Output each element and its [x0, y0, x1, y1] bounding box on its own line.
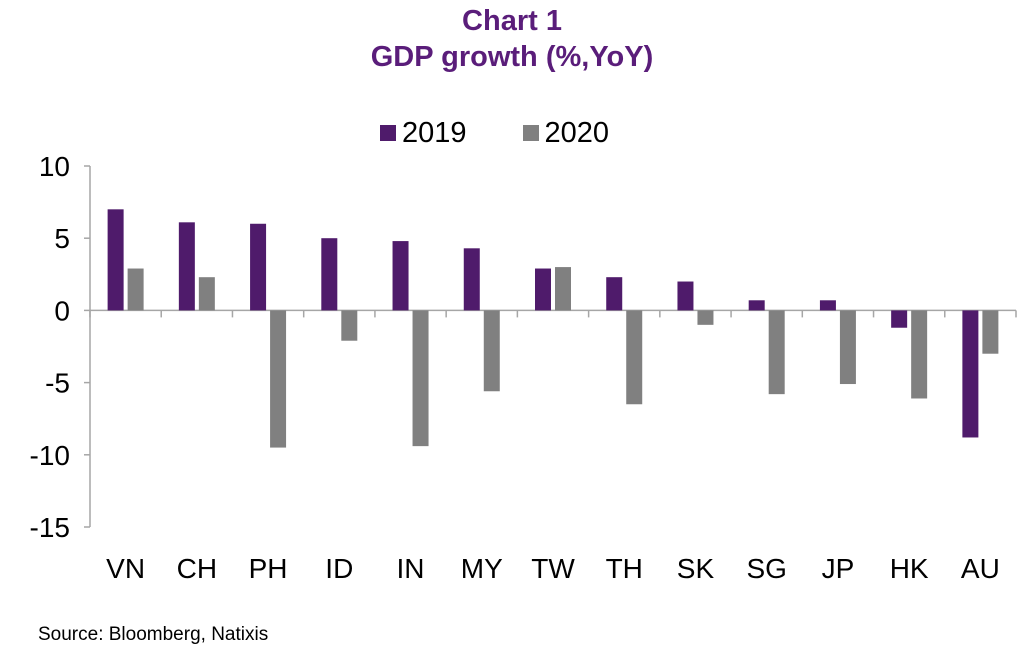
- bar-2020-IN: [412, 310, 429, 447]
- chart-labels: 10 5 0 -5 -10 -15 VN CH PH ID IN MY TW TH SK SG JP HK AU: [30, 151, 1000, 584]
- x-tick-label: IN: [397, 553, 425, 584]
- x-tick-label: SG: [746, 553, 786, 584]
- bar-2019-AU: [962, 310, 979, 438]
- y-tick-label: -5: [45, 368, 70, 399]
- bar-2020-MY: [483, 310, 500, 392]
- y-tick-label: 5: [54, 223, 70, 254]
- bar-2019-VN: [107, 209, 124, 311]
- y-tick-label: 0: [54, 295, 70, 326]
- y-tick-label: 10: [39, 151, 70, 182]
- chart-axes: [84, 165, 1017, 528]
- bar-2019-ID: [321, 238, 338, 311]
- bar-2020-TW: [555, 267, 571, 311]
- legend-item-2019: 2019: [380, 117, 467, 150]
- bar-2019-TH: [606, 277, 623, 311]
- chart-subtitle: GDP growth (%,YoY): [370, 41, 654, 73]
- bar-2020-TH: [626, 310, 643, 405]
- y-tick-label: -15: [30, 512, 70, 543]
- bar-2020-ID: [341, 310, 358, 341]
- x-tick-label: SK: [677, 553, 715, 584]
- bar-2020-HK: [911, 310, 928, 399]
- x-tick-label: TW: [531, 553, 575, 584]
- legend-label-2019: 2019: [402, 116, 467, 149]
- x-tick-label: VN: [106, 553, 145, 584]
- x-tick-label: TH: [606, 553, 643, 584]
- legend-item-2020: 2020: [522, 116, 610, 150]
- bar-2019-SG: [748, 300, 765, 311]
- legend-swatch-2019: [380, 125, 396, 141]
- bar-2019-TW: [535, 268, 551, 311]
- legend-label-2020: 2020: [544, 116, 610, 149]
- chart-title: Chart 1: [462, 5, 562, 37]
- bar-2019-CH: [178, 222, 195, 311]
- y-tick-label: -10: [30, 440, 70, 471]
- x-tick-label: CH: [177, 553, 217, 584]
- bar-2020-VN: [127, 268, 144, 311]
- bar-2020-AU: [982, 310, 999, 354]
- bar-2019-PH: [250, 223, 267, 311]
- bar-2020-PH: [270, 310, 287, 448]
- bar-2020-JP: [839, 310, 856, 385]
- chart-bars: [107, 209, 999, 448]
- bar-2020-CH: [198, 277, 215, 311]
- x-tick-label: ID: [325, 553, 353, 584]
- chart-legend: 2019 2020: [380, 116, 665, 150]
- bar-2020-SK: [697, 310, 714, 325]
- x-tick-label: AU: [961, 553, 1000, 584]
- bar-2019-MY: [463, 248, 480, 311]
- x-tick-label: MY: [461, 553, 503, 584]
- x-tick-label: HK: [890, 553, 929, 584]
- source-note: Source: Bloomberg, Natixis: [38, 624, 269, 645]
- x-tick-label: PH: [249, 553, 288, 584]
- bar-2019-IN: [392, 241, 409, 311]
- bar-2019-HK: [891, 310, 908, 328]
- bar-2020-SG: [768, 310, 785, 395]
- x-tick-label: JP: [822, 553, 855, 584]
- bar-2019-SK: [677, 281, 694, 311]
- legend-swatch-2020: [522, 125, 539, 141]
- bar-2019-JP: [819, 300, 836, 311]
